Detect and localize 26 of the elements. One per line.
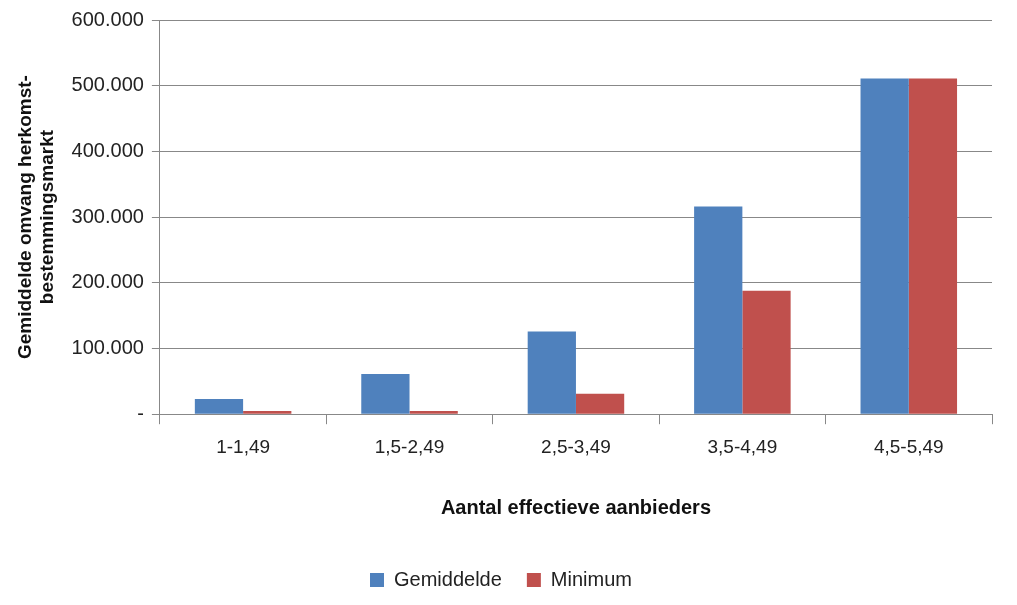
y-tick-label: 300.000 [71,204,144,227]
y-tick-label: 200.000 [71,270,144,293]
x-tick-label: 2,5-3,49 [541,435,611,457]
x-axis-title: Aantal effectieve aanbieders [440,495,712,518]
bar [194,399,244,414]
x-tick-label: 3,5-4,49 [707,435,778,457]
bar [527,331,576,414]
y-tick-label: 400.000 [71,138,144,161]
y-tick-label: 600.000 [71,7,144,30]
bar [742,290,791,414]
bar [860,78,909,414]
bar [694,206,743,414]
legend-label: Gemiddelde [394,567,502,590]
y-axis-title: Gemiddelde omvang herkomst-bestemmingsmarkt [13,75,58,360]
y-tick-label: 100.000 [71,336,144,359]
bar [361,374,410,414]
x-tick-label: 1,5-2,49 [374,435,445,457]
bar [575,393,625,414]
x-tick-label: 1-1,49 [216,435,271,457]
y-tick-label: - [137,401,144,424]
bar [908,78,958,414]
legend-label: Minimum [550,567,632,590]
x-tick-label: 4,5-5,49 [873,435,944,457]
bar [409,410,458,414]
bar [243,410,292,414]
y-tick-label: 500.000 [71,73,144,96]
